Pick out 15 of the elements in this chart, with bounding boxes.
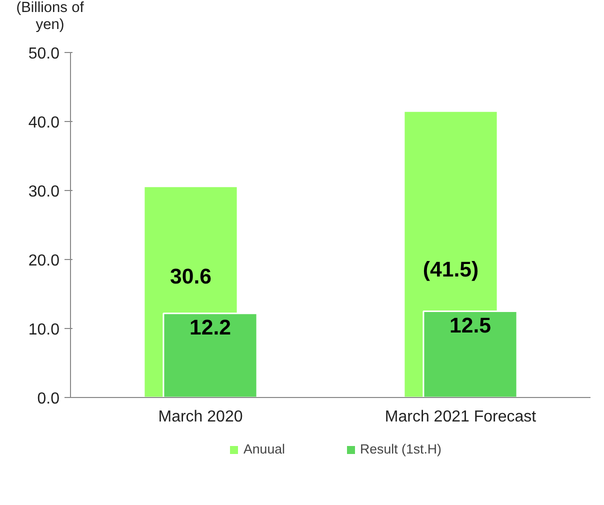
y-tick-label: 10.0 xyxy=(28,322,60,338)
y-axis-title: (Billions of yen) xyxy=(16,0,84,34)
data-label: (41.5) xyxy=(422,257,479,282)
data-label: 30.6 xyxy=(170,264,212,288)
x-tick-label: March 2020 xyxy=(158,408,243,426)
y-tick-label: 0.0 xyxy=(37,390,60,408)
x-tick-label: March 2021 Forecast xyxy=(384,408,537,426)
data-label: 12.5 xyxy=(449,313,492,338)
legend-label: Anuual xyxy=(244,442,286,456)
data-label: 12.2 xyxy=(189,315,232,340)
legend-label: Result (1st.H) xyxy=(360,442,442,456)
y-tick-label: 20.0 xyxy=(28,252,60,270)
y-tick-label: 50.0 xyxy=(28,46,60,62)
y-tick-label: 30.0 xyxy=(28,184,60,200)
y-tick-label: 40.0 xyxy=(28,114,60,132)
